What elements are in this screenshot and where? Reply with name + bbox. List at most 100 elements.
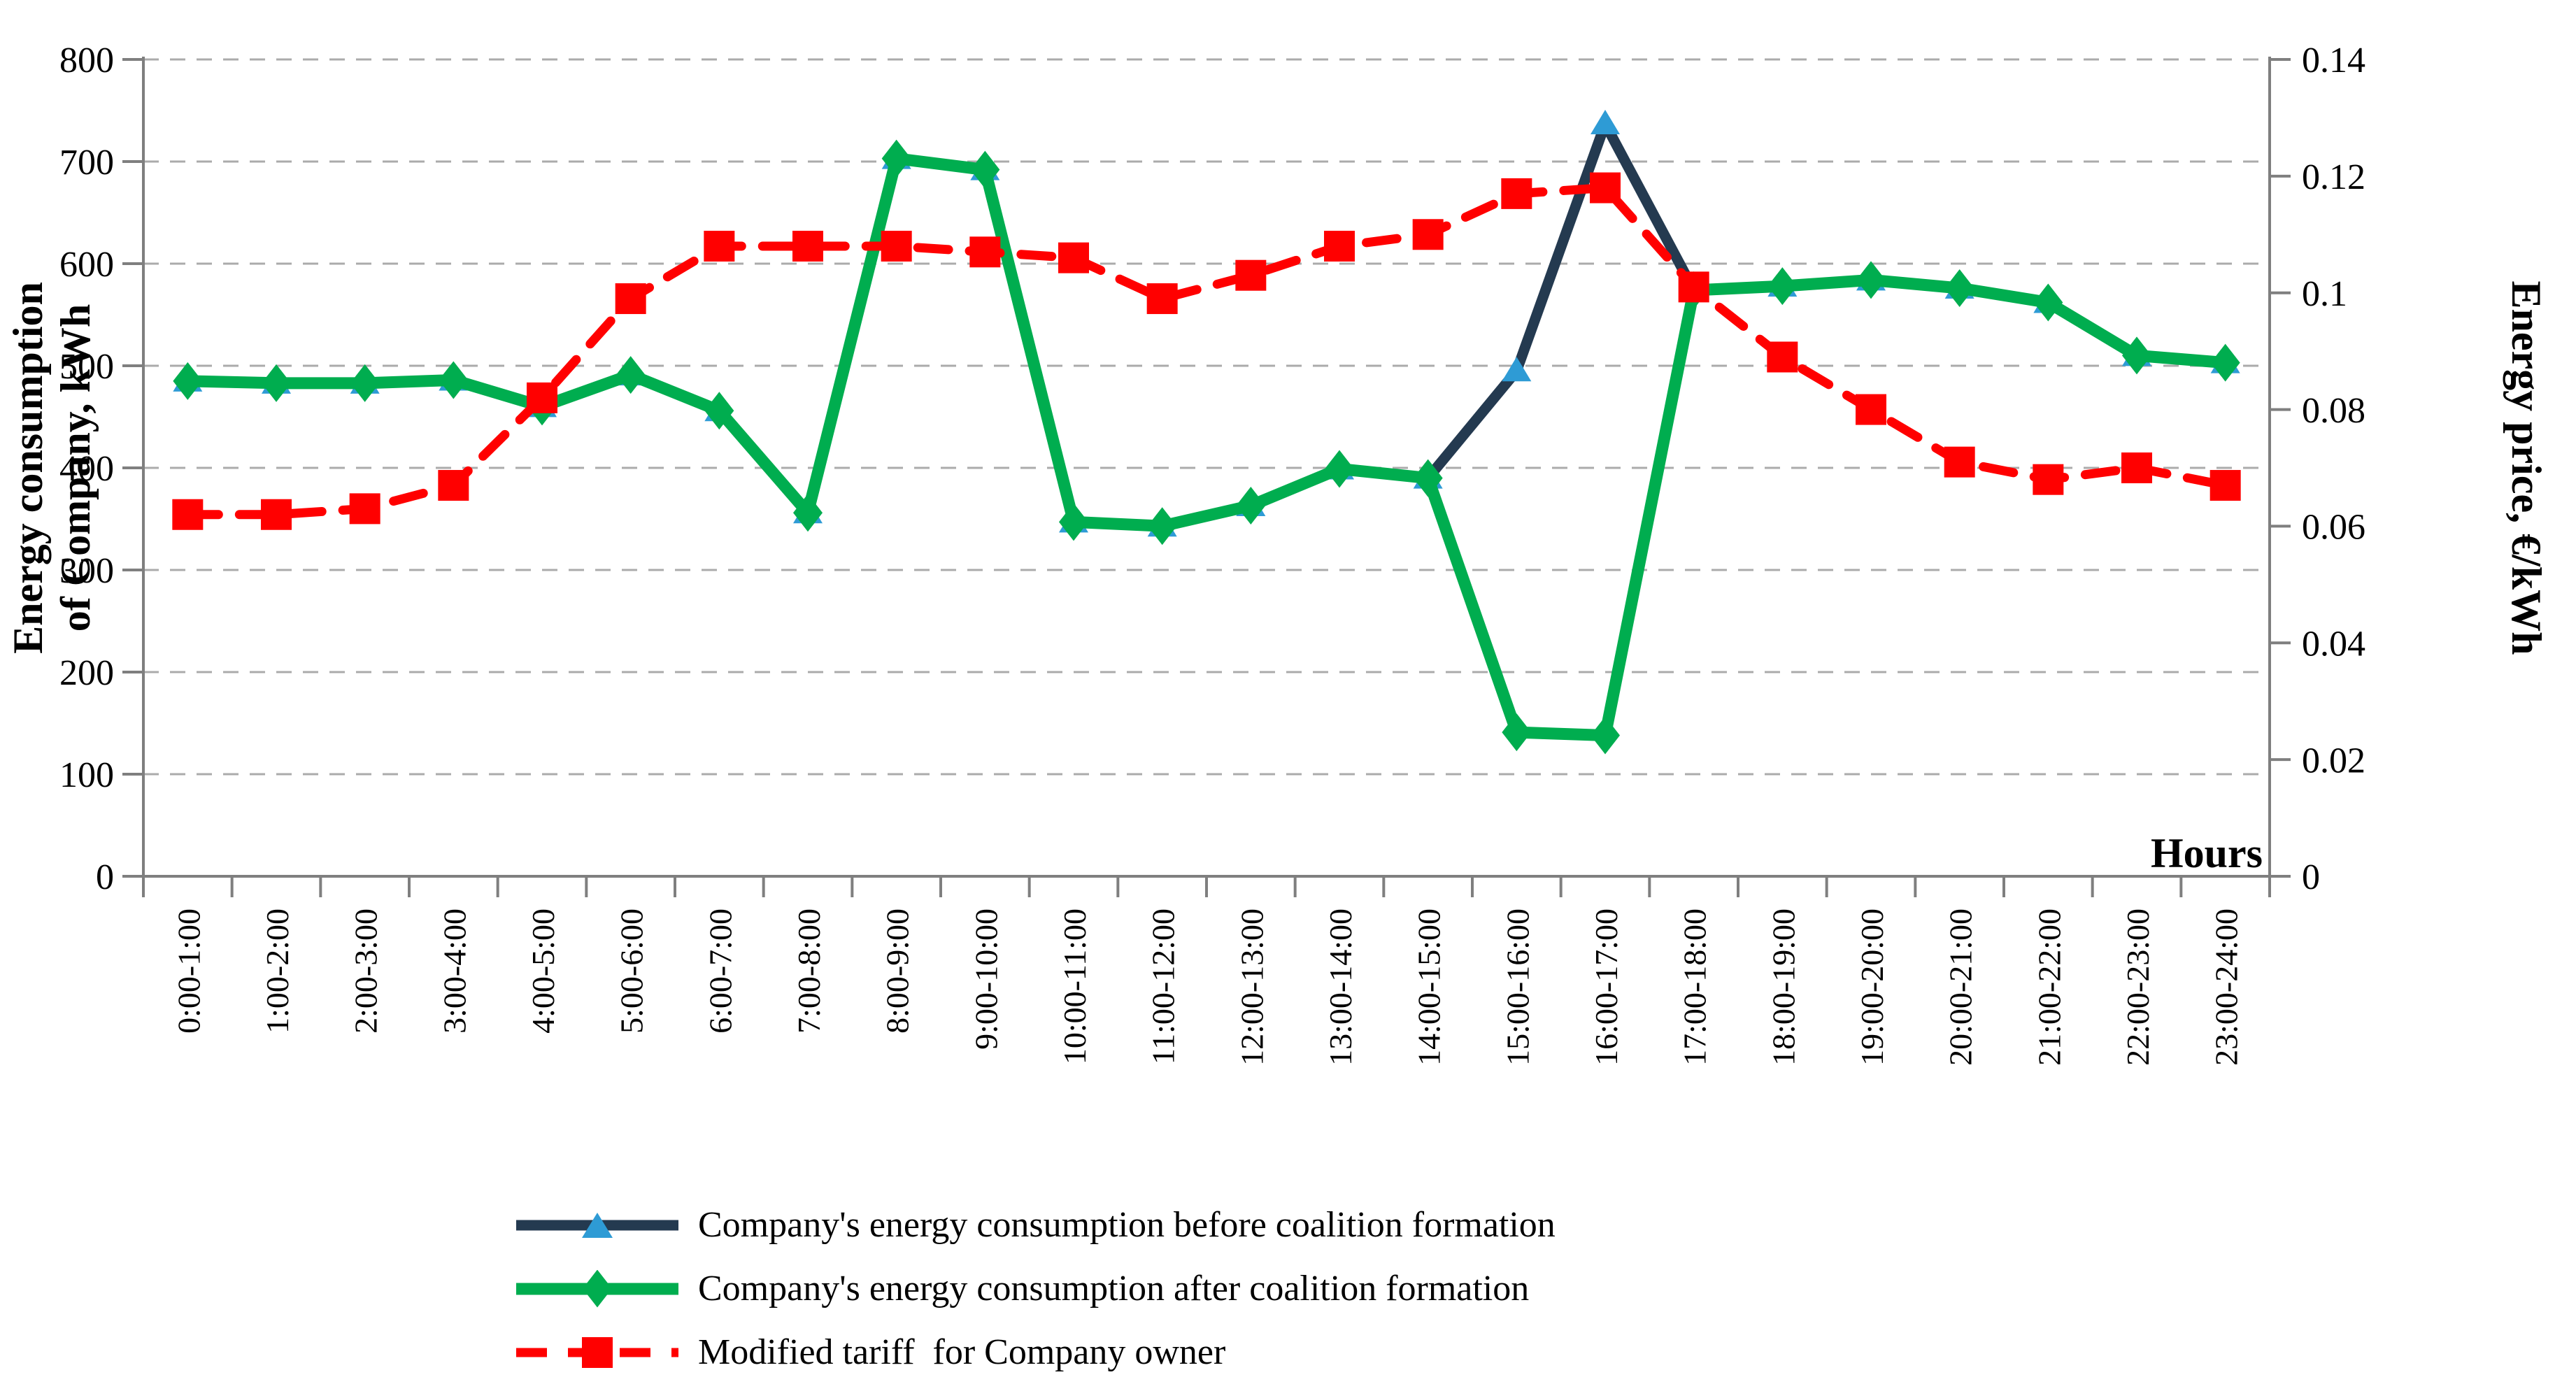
y-left-tick-label: 0 — [96, 857, 114, 897]
x-tick-label: 18:00-19:00 — [1765, 908, 1801, 1066]
legend-square-icon — [582, 1336, 613, 1368]
y-left-axis-title-line1: Energy consumption — [5, 282, 51, 654]
y-left-tick-label: 500 — [59, 347, 114, 387]
series-marker-square — [2121, 452, 2152, 483]
series-marker-diamond — [970, 150, 1000, 189]
x-tick-label: 15:00-16:00 — [1500, 908, 1535, 1066]
y-right-tick-label: 0.14 — [2302, 41, 2365, 80]
series-marker-square — [172, 499, 204, 530]
y-right-axis-title: Energy price, €/kWh — [2503, 281, 2549, 655]
series-marker-square — [704, 230, 735, 262]
series-marker-square — [1058, 242, 1089, 273]
y-left-tick-label: 700 — [59, 143, 114, 183]
series-line-0 — [182, 118, 2231, 532]
x-axis-title: Hours — [2151, 830, 2263, 876]
x-tick-label: 17:00-18:00 — [1677, 908, 1713, 1066]
legend-item-after: Company's energy consumption after coali… — [516, 1257, 1556, 1320]
x-tick-label: 4:00-5:00 — [525, 908, 561, 1034]
series-marker-diamond — [350, 364, 380, 402]
x-tick-label: 3:00-4:00 — [436, 908, 472, 1034]
series-marker-diamond — [704, 392, 734, 430]
y-left-tick-label: 200 — [59, 653, 114, 693]
series-marker-triangle — [1591, 109, 1620, 134]
series-marker-diamond — [1059, 503, 1088, 541]
legend-label-after: Company's energy consumption after coali… — [698, 1269, 1530, 1308]
x-tick-label: 22:00-23:00 — [2120, 908, 2156, 1066]
x-tick-label: 19:00-20:00 — [1854, 908, 1890, 1066]
x-tick-label: 20:00-21:00 — [1943, 908, 1979, 1066]
x-tick-label: 23:00-24:00 — [2209, 908, 2244, 1066]
series-marker-square — [2209, 470, 2241, 501]
x-tick-label: 21:00-22:00 — [2031, 908, 2067, 1066]
series-marker-diamond — [1767, 267, 1798, 306]
series-marker-square — [1146, 283, 1178, 315]
series-marker-square — [1412, 219, 1444, 250]
legend-triangle-icon — [582, 1212, 613, 1238]
x-tick-label: 9:00-10:00 — [968, 908, 1004, 1050]
series-marker-diamond — [1944, 269, 1974, 308]
y-right-tick-label: 0 — [2302, 857, 2320, 897]
x-tick-label: 5:00-6:00 — [614, 908, 650, 1034]
legend-sample-before — [516, 1204, 678, 1246]
series-marker-square — [1944, 446, 1975, 478]
legend-item-before: Company's energy consumption before coal… — [516, 1193, 1556, 1257]
series-marker-square — [792, 230, 823, 262]
series-marker-square — [1767, 341, 1798, 373]
series-marker-diamond — [262, 364, 291, 402]
series-marker-square — [261, 499, 292, 530]
y-left-tick-label: 400 — [59, 449, 114, 489]
legend-sample-after — [516, 1268, 678, 1310]
y-right-tick-label: 0.12 — [2302, 157, 2365, 197]
x-tick-label: 14:00-15:00 — [1411, 908, 1447, 1066]
legend-label-before: Company's energy consumption before coal… — [698, 1205, 1556, 1245]
series-marker-diamond — [615, 356, 646, 394]
series-marker-square — [349, 493, 380, 525]
y-right-tick-label: 0.02 — [2302, 741, 2365, 780]
x-tick-label: 11:00-12:00 — [1146, 908, 1181, 1064]
series-marker-square — [1324, 230, 1355, 262]
series-marker-square — [969, 236, 1001, 268]
x-tick-label: 12:00-13:00 — [1234, 908, 1269, 1066]
series-marker-square — [1590, 172, 1621, 204]
series-marker-square — [527, 382, 557, 413]
series-marker-diamond — [2122, 336, 2151, 375]
series-line-2 — [183, 183, 2230, 520]
y-right-tick-label: 0.04 — [2302, 624, 2365, 664]
series-marker-diamond — [1325, 450, 1354, 488]
chart-generated-layer: 0 100 200 300 400 500 600 700 800 0 0.02 0.04 0.06 0.… — [59, 41, 2365, 1066]
series-marker-triangle — [1502, 357, 1532, 382]
series-marker-diamond — [173, 362, 203, 400]
y-right-tick-label: 0.08 — [2302, 391, 2365, 431]
series-marker-diamond — [881, 139, 911, 178]
series-marker-diamond — [2033, 283, 2063, 322]
x-tick-label: 16:00-17:00 — [1588, 908, 1624, 1066]
legend-item-tariff: Modified tariff for Company owner — [516, 1320, 1556, 1384]
series-marker-square — [438, 470, 469, 501]
series-marker-diamond — [1147, 507, 1177, 545]
x-tick-label: 13:00-14:00 — [1323, 908, 1358, 1066]
series-marker-square — [1501, 178, 1532, 209]
series-marker-square — [881, 230, 912, 262]
legend-label-tariff: Modified tariff for Company owner — [698, 1332, 1226, 1372]
series-marker-square — [1856, 394, 1886, 425]
y-left-axis-title-line2: of Company, kWh — [52, 304, 99, 632]
legend: Company's energy consumption before coal… — [516, 1193, 1556, 1384]
y-left-tick-label: 300 — [59, 551, 114, 591]
series-marker-diamond — [1502, 713, 1532, 752]
series-marker-diamond — [793, 494, 823, 532]
legend-sample-tariff — [516, 1332, 678, 1374]
y-right-tick-label: 0.06 — [2302, 508, 2365, 548]
x-tick-label: 6:00-7:00 — [702, 908, 738, 1034]
series-marker-diamond — [1591, 716, 1620, 755]
x-tick-label: 2:00-3:00 — [348, 908, 384, 1034]
x-tick-label: 8:00-9:00 — [880, 908, 916, 1034]
y-left-tick-label: 600 — [59, 245, 114, 285]
series-marker-diamond — [439, 361, 469, 399]
series-marker-square — [1235, 259, 1267, 291]
legend-diamond-icon — [583, 1269, 612, 1308]
y-left-tick-label: 100 — [59, 755, 114, 795]
y-left-tick-label: 800 — [59, 41, 114, 80]
series-marker-diamond — [1856, 261, 1886, 299]
x-tick-label: 10:00-11:00 — [1057, 908, 1093, 1064]
